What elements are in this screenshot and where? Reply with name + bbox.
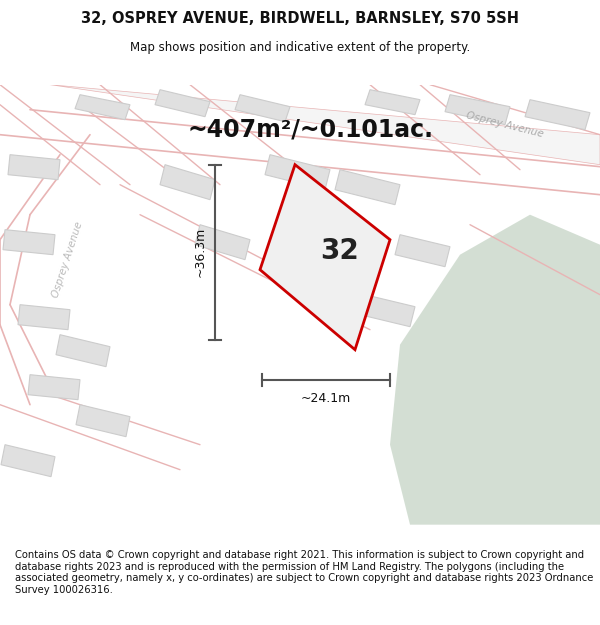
Polygon shape — [28, 374, 80, 400]
Polygon shape — [335, 169, 400, 205]
Polygon shape — [3, 229, 55, 255]
Text: 32: 32 — [320, 237, 359, 265]
Text: Osprey Avenue: Osprey Avenue — [51, 221, 85, 299]
Polygon shape — [360, 294, 415, 327]
Text: Contains OS data © Crown copyright and database right 2021. This information is : Contains OS data © Crown copyright and d… — [15, 550, 593, 595]
Polygon shape — [56, 335, 110, 367]
Polygon shape — [265, 154, 330, 190]
Polygon shape — [365, 89, 420, 115]
Polygon shape — [525, 99, 590, 130]
Polygon shape — [18, 304, 70, 330]
Polygon shape — [155, 89, 210, 117]
Polygon shape — [390, 214, 600, 524]
Polygon shape — [235, 94, 290, 122]
Polygon shape — [260, 164, 390, 350]
Text: ~407m²/~0.101ac.: ~407m²/~0.101ac. — [187, 118, 433, 142]
Polygon shape — [1, 444, 55, 477]
Text: Osprey Avenue: Osprey Avenue — [465, 110, 545, 139]
Polygon shape — [75, 94, 130, 120]
Text: Map shows position and indicative extent of the property.: Map shows position and indicative extent… — [130, 41, 470, 54]
Polygon shape — [76, 405, 130, 437]
Polygon shape — [160, 164, 215, 200]
Polygon shape — [8, 154, 60, 180]
Text: 32, OSPREY AVENUE, BIRDWELL, BARNSLEY, S70 5SH: 32, OSPREY AVENUE, BIRDWELL, BARNSLEY, S… — [81, 11, 519, 26]
Polygon shape — [445, 94, 510, 125]
Text: ~24.1m: ~24.1m — [301, 392, 351, 405]
Polygon shape — [50, 84, 600, 164]
Polygon shape — [195, 224, 250, 260]
Polygon shape — [395, 234, 450, 267]
Text: ~36.3m: ~36.3m — [194, 227, 207, 278]
